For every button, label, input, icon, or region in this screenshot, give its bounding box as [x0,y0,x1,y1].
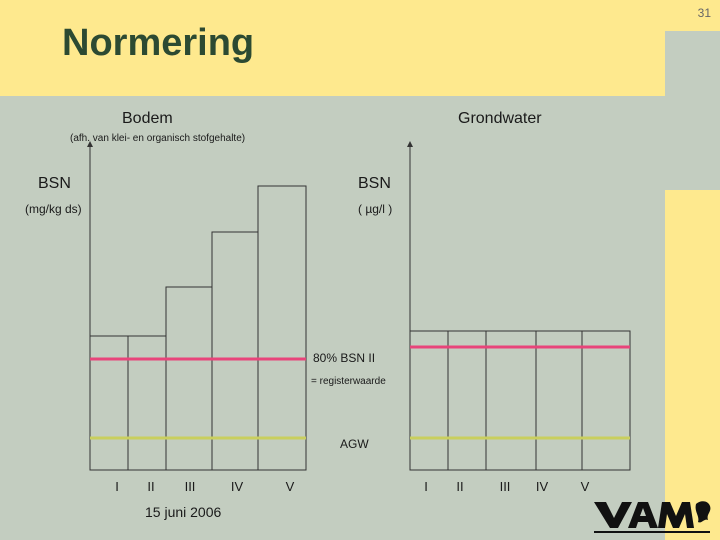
page-number: 31 [697,6,711,20]
grondwater-class-label: II [456,479,463,494]
footer-date: 15 juni 2006 [145,504,222,520]
header-band [0,0,665,96]
bodem-axis-label: BSN [38,175,71,192]
bodem-class-label: V [286,479,295,494]
header-band-right [665,0,720,31]
bodem-class-label: IV [231,479,244,494]
grondwater-header: Grondwater [458,110,542,127]
page-title: Normering [62,22,255,64]
grondwater-axis-label: BSN [358,175,391,192]
grondwater-bar-i [409,330,449,471]
bodem-axis-unit: (mg/kg ds) [25,202,82,216]
bodem-class-label: III [185,479,196,494]
bodem-class-label: I [115,479,119,494]
bodem-bar-ii [127,335,167,471]
vam-logo [594,501,711,533]
bodem-bar-iv [211,231,259,471]
bodem-bar-i [89,335,129,471]
side-band [665,190,720,540]
bodem-header: Bodem [122,110,173,127]
grondwater-bar-v [581,330,631,471]
grondwater-axis-unit: ( µg/l ) [358,202,393,216]
agw-label: AGW [340,437,369,451]
grondwater-bar-iv [535,330,583,471]
bodem-bar-v [257,185,307,471]
bodem-bar-iii [165,286,213,471]
bsn-line-label: 80% BSN II [313,351,376,365]
grondwater-class-label: III [500,479,511,494]
bodem-subheader: (afh. van klei- en organisch stofgehalte… [70,133,246,144]
register-label: = registerwaarde [311,376,386,387]
bodem-class-label: II [147,479,154,494]
grondwater-class-label: I [424,479,428,494]
grondwater-class-label: IV [536,479,549,494]
bodem-bars [89,185,307,471]
grondwater-class-label: V [581,479,590,494]
grondwater-bar-iii [485,330,537,471]
grondwater-bars [409,330,631,471]
grondwater-bar-ii [447,330,487,471]
